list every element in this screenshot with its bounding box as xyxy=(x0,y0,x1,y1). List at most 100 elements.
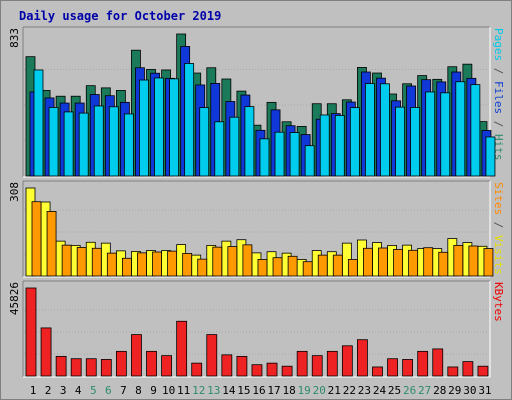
bar-kbytes-day-3: KBytes 3: 10219 xyxy=(55,355,67,377)
bar-pages-day-30: Pages 30: 536 xyxy=(470,84,481,177)
x-tick-label-day-14: 14 xyxy=(222,384,236,397)
bar-pages-day-11: Pages 11: 660 xyxy=(184,63,195,177)
visits-panel-series-sites: Sites 1: 260 Sites 2: 226 Sites 3: 108 Site… xyxy=(31,201,494,277)
bar-pages-day-6: Pages 6: 406 xyxy=(108,106,119,177)
kbytes-panel-legend-part-0: KBytes xyxy=(492,282,505,322)
bar-sites-day-5: Sites 5: 97 xyxy=(91,247,102,277)
visits-panel-legend-part-2: Visits xyxy=(492,235,505,275)
bar-pages-day-16: Pages 16: 218 xyxy=(259,138,270,177)
bar-sites-day-4: Sites 4: 100 xyxy=(76,247,87,277)
bar-kbytes-day-24: KBytes 24: 4701 xyxy=(372,366,383,377)
visits-panel-ymax-label: 308 xyxy=(8,182,21,202)
bar-sites-day-16: Sites 16: 58 xyxy=(257,259,268,277)
bar-kbytes-day-30: KBytes 30: 7502 xyxy=(462,361,474,377)
x-tick-label-day-23: 23 xyxy=(358,384,371,397)
chart-panels: 833 Pages / Files / HitsHits 1: 700Hits 2… xyxy=(8,26,505,378)
bar-sites-day-2: Sites 2: 226 xyxy=(46,211,57,277)
bar-kbytes-day-27: KBytes 27: 12834 xyxy=(417,350,429,377)
bar-kbytes-day-31: KBytes 31: 5099 xyxy=(477,365,489,377)
bar-kbytes-day-13: KBytes 13: 21557 xyxy=(206,334,218,377)
x-tick-label-day-10: 10 xyxy=(162,384,175,397)
bar-pages-day-22: Pages 22: 401 xyxy=(349,107,360,177)
bar-kbytes-day-18: KBytes 18: 5099 xyxy=(281,365,293,377)
bar-pages-day-1: Pages 1: 622 xyxy=(33,69,44,177)
visits-panel-legend: Sites / Visits xyxy=(492,182,505,275)
bar-pages-day-4: Pages 4: 369 xyxy=(78,112,89,177)
x-tick-label-day-21: 21 xyxy=(328,384,341,397)
bar-kbytes-day-10: KBytes 10: 10600 xyxy=(161,355,172,377)
bar-kbytes-day-21: KBytes 21: 12834 xyxy=(326,350,338,377)
x-tick-label-day-30: 30 xyxy=(463,384,476,397)
x-tick-label-day-22: 22 xyxy=(343,384,356,397)
kbytes-panel-ymax-label: 45826 xyxy=(8,282,21,315)
bar-kbytes-day-16: KBytes 16: 5890 xyxy=(251,364,263,377)
hits-panel-legend-part-2: Files xyxy=(492,81,505,114)
bar-sites-day-28: Sites 28: 83 xyxy=(438,251,449,277)
bar-kbytes-day-23: KBytes 23: 18909 xyxy=(357,339,368,377)
x-tick-label-day-28: 28 xyxy=(433,384,446,397)
bar-sites-day-20: Sites 20: 73 xyxy=(317,254,328,277)
x-tick-label-day-3: 3 xyxy=(60,384,67,397)
x-tick-label-day-6: 6 xyxy=(105,384,112,397)
x-tick-label-day-29: 29 xyxy=(448,384,461,397)
x-tick-label-day-25: 25 xyxy=(388,384,401,397)
bar-pages-day-12: Pages 12: 401 xyxy=(199,107,210,177)
bar-sites-day-18: Sites 18: 69 xyxy=(287,255,298,277)
x-tick-label-day-31: 31 xyxy=(478,384,491,397)
bar-pages-day-15: Pages 15: 407 xyxy=(244,106,255,177)
x-tick-label-day-20: 20 xyxy=(313,384,326,397)
bar-kbytes-day-26: KBytes 26: 8620 xyxy=(402,359,414,377)
x-axis: 1 2 3 4 5 6 7 8 9 10 11 12 13 14 15 16 17 18 19 20 21 22 23 24 2… xyxy=(30,384,492,397)
bar-kbytes-day-1: KBytes 1: 45826 xyxy=(25,287,37,377)
x-tick-label-day-27: 27 xyxy=(418,384,431,397)
bar-sites-day-8: Sites 8: 81 xyxy=(137,252,147,277)
bar-pages-day-25: Pages 25: 404 xyxy=(395,106,405,177)
bar-pages-day-19: Pages 19: 178 xyxy=(304,145,315,177)
visits-panel: 308 Sites / VisitsVisits 1: 308Visits 2: … xyxy=(8,180,505,278)
bar-kbytes-day-25: KBytes 25: 9006 xyxy=(387,358,398,377)
bar-sites-day-7: Sites 7: 62 xyxy=(121,257,132,277)
x-tick-label-day-16: 16 xyxy=(252,384,265,397)
bar-kbytes-day-5: KBytes 5: 9006 xyxy=(85,358,97,377)
bar-sites-day-14: Sites 14: 103 xyxy=(227,246,238,277)
x-tick-label-day-15: 15 xyxy=(237,384,250,397)
bar-pages-day-7: Pages 7: 364 xyxy=(123,113,134,177)
x-tick-label-day-9: 9 xyxy=(150,384,157,397)
x-tick-label-day-4: 4 xyxy=(75,384,82,397)
bar-pages-day-23: Pages 23: 542 xyxy=(365,83,375,177)
x-tick-label-day-12: 12 xyxy=(192,384,205,397)
bar-kbytes-day-7: KBytes 7: 12834 xyxy=(115,350,127,377)
bar-sites-day-13: Sites 13: 101 xyxy=(212,246,223,277)
x-tick-label-day-17: 17 xyxy=(267,384,280,397)
bar-sites-day-23: Sites 23: 97 xyxy=(363,247,373,277)
bar-pages-day-10: Pages 10: 570 xyxy=(169,78,179,177)
bar-sites-day-17: Sites 17: 64 xyxy=(272,257,283,277)
bar-sites-day-27: Sites 27: 99 xyxy=(423,247,434,277)
bar-pages-day-27: Pages 27: 493 xyxy=(425,91,436,177)
chart-title: Daily usage for October 2019 xyxy=(19,9,221,23)
bar-pages-day-9: Pages 9: 575 xyxy=(154,77,164,177)
hits-panel: 833 Pages / Files / HitsHits 1: 700Hits 2… xyxy=(8,26,505,178)
bar-pages-day-26: Pages 26: 402 xyxy=(410,107,421,177)
x-tick-label-day-19: 19 xyxy=(298,384,311,397)
bar-sites-day-30: Sites 30: 105 xyxy=(468,245,479,277)
bar-sites-day-24: Sites 24: 98 xyxy=(378,247,388,277)
bar-sites-day-1: Sites 1: 260 xyxy=(31,201,42,277)
bar-sites-day-22: Sites 22: 58 xyxy=(347,259,358,277)
bar-kbytes-day-6: KBytes 6: 8620 xyxy=(100,359,112,377)
bar-pages-day-13: Pages 13: 318 xyxy=(214,121,225,177)
x-tick-label-day-26: 26 xyxy=(403,384,416,397)
bar-sites-day-11: Sites 11: 79 xyxy=(182,253,193,277)
bar-pages-day-18: Pages 18: 255 xyxy=(289,132,300,177)
bar-pages-day-29: Pages 29: 553 xyxy=(455,81,466,177)
bar-sites-day-10: Sites 10: 87 xyxy=(167,250,177,277)
bar-pages-day-8: Pages 8: 563 xyxy=(139,79,149,177)
bar-kbytes-day-12: KBytes 12: 6696 xyxy=(191,362,203,377)
bar-sites-day-9: Sites 9: 84 xyxy=(152,251,162,277)
bar-pages-day-20: Pages 20: 358 xyxy=(319,114,330,177)
bar-kbytes-day-17: KBytes 17: 6696 xyxy=(266,362,278,377)
bar-kbytes-day-29: KBytes 29: 4701 xyxy=(447,366,459,377)
bar-kbytes-day-2: KBytes 2: 25039 xyxy=(40,327,52,377)
